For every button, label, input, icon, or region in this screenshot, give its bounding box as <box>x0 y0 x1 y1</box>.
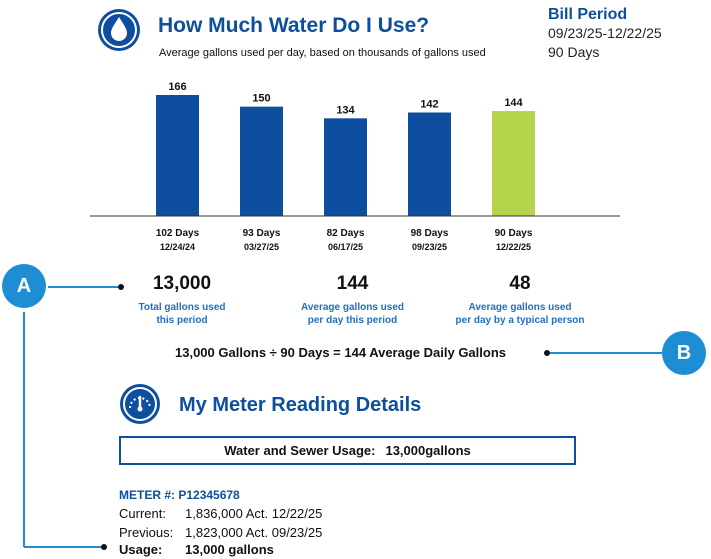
bar-value-label-3: 134 <box>336 104 355 116</box>
stat-typical-value: 48 <box>509 273 531 294</box>
stat-average: 144 Average gallons used per day this pe… <box>290 273 415 327</box>
meter-gauge-icon <box>120 384 160 424</box>
previous-reading-value: 1,823,000 Act. 09/23/25 <box>185 525 323 540</box>
bar-5 <box>492 111 535 216</box>
meter-section-title: My Meter Reading Details <box>179 394 422 416</box>
usage-formula: 13,000 Gallons ÷ 90 Days = 144 Average D… <box>175 345 506 360</box>
previous-reading-label: Previous: <box>119 525 174 540</box>
callout-b: B <box>662 331 706 375</box>
bar-3 <box>324 118 367 216</box>
usage-bar-chart: 166 102 Days 12/24/24 150 93 Days 03/27/25 134… <box>90 81 620 252</box>
stat-average-value: 144 <box>336 273 369 294</box>
stat-total-value: 13,000 <box>152 273 212 294</box>
usage-row-value: 13,000 gallons <box>185 542 274 557</box>
x-tick-days-2: 93 Days <box>243 228 281 239</box>
bar-value-label-2: 150 <box>252 93 270 105</box>
bill-period-title: Bill Period <box>548 6 628 23</box>
x-tick-days-5: 90 Days <box>495 228 533 239</box>
page-subtitle: Average gallons used per day, based on t… <box>159 47 486 59</box>
usage-summary-box: Water and Sewer Usage: 13,000gallons <box>119 436 576 465</box>
bar-value-label-1: 166 <box>168 81 186 93</box>
stat-average-label-1: Average gallons used <box>301 302 404 313</box>
stat-typical-label-2: per day by a typical person <box>455 315 585 326</box>
x-tick-date-5: 12/22/25 <box>496 242 531 252</box>
x-tick-date-1: 12/24/24 <box>160 242 195 252</box>
stat-total: 13,000 Total gallons used this period <box>123 273 241 327</box>
bar-4 <box>408 112 451 216</box>
usage-summary-label: Water and Sewer Usage: <box>224 443 376 458</box>
meter-number: METER #: P12345678 <box>119 488 240 502</box>
stat-typical-label-1: Average gallons used <box>468 302 572 313</box>
x-tick-days-1: 102 Days <box>156 228 200 239</box>
stat-average-label-2: per day this period <box>307 315 398 326</box>
water-drop-icon <box>98 9 140 51</box>
stat-typical: 48 Average gallons used per day by a typ… <box>445 273 595 327</box>
bill-period-days: 90 Days <box>548 44 600 60</box>
current-reading-label: Current: <box>119 506 166 521</box>
bar-1 <box>156 95 199 216</box>
bar-value-label-4: 142 <box>420 98 438 110</box>
page-title: How Much Water Do I Use? <box>158 14 430 37</box>
x-tick-date-2: 03/27/25 <box>244 242 279 252</box>
bill-period-range: 09/23/25-12/22/25 <box>548 25 662 41</box>
x-tick-date-4: 09/23/25 <box>412 242 447 252</box>
current-reading-value: 1,836,000 Act. 12/22/25 <box>185 506 323 521</box>
x-tick-days-3: 82 Days <box>327 228 365 239</box>
stat-total-label-2: this period <box>156 315 208 326</box>
callout-a: A <box>2 264 46 308</box>
usage-summary-value: 13,000gallons <box>385 443 471 458</box>
bar-2 <box>240 106 283 216</box>
bar-value-label-5: 144 <box>504 97 523 109</box>
stat-total-label-1: Total gallons used <box>138 302 226 313</box>
x-tick-date-3: 06/17/25 <box>328 242 363 252</box>
usage-row-label: Usage: <box>119 542 163 557</box>
x-tick-days-4: 98 Days <box>411 228 449 239</box>
